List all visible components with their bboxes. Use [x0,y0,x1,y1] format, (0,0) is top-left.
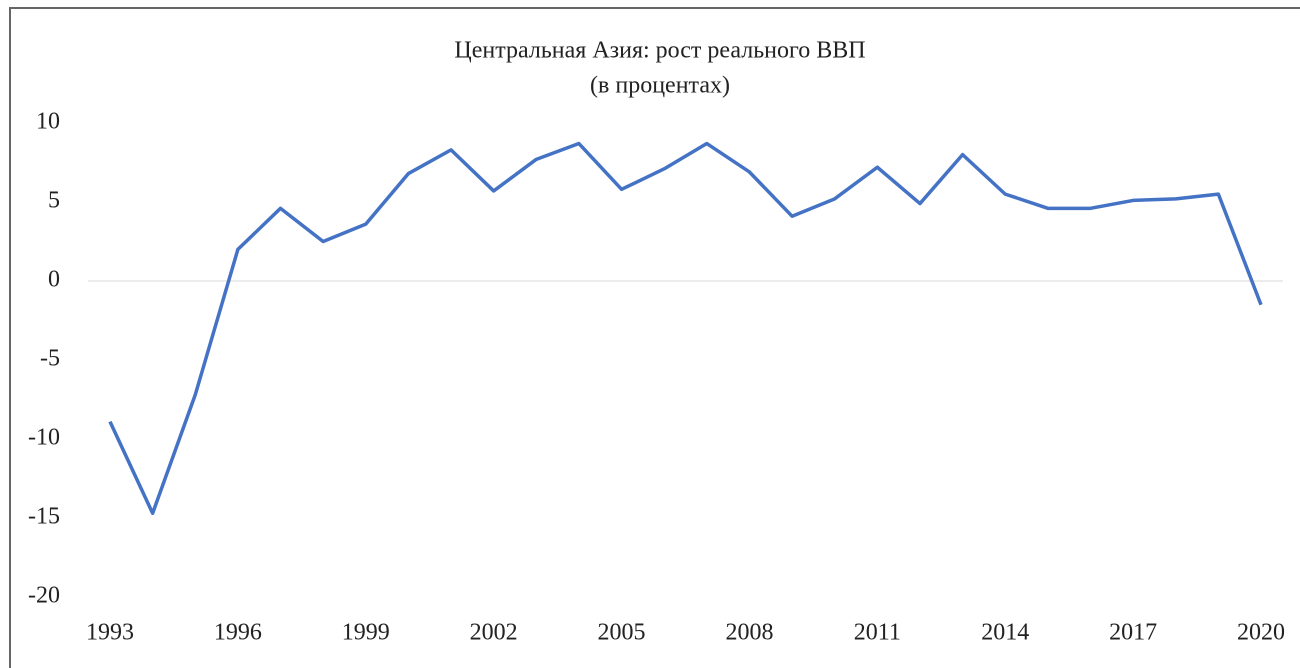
x-tick-label: 1996 [214,620,262,646]
x-tick-label: 2002 [470,620,518,646]
data-line [108,141,1263,516]
y-tick-label: -5 [40,346,60,372]
x-tick-label: 1993 [86,620,134,646]
x-tick-label: 2011 [854,620,901,646]
x-tick-label: 1999 [342,620,390,646]
y-tick-label: -10 [28,425,60,451]
x-tick-label: 2020 [1237,620,1285,646]
chart-subtitle: (в процентах) [590,73,730,99]
x-tick-label: 2014 [981,620,1029,646]
x-tick-label: 2008 [725,620,773,646]
y-tick-label: 10 [36,109,60,135]
y-tick-label: -20 [28,583,60,609]
y-tick-label: 5 [48,188,60,214]
chart-title: Центральная Азия: рост реального ВВП [454,38,865,64]
y-tick-label: -15 [28,504,60,530]
x-tick-label: 2017 [1109,620,1157,646]
y-tick-label: 0 [48,267,60,293]
chart-frame [9,7,1300,668]
x-tick-label: 2005 [598,620,646,646]
